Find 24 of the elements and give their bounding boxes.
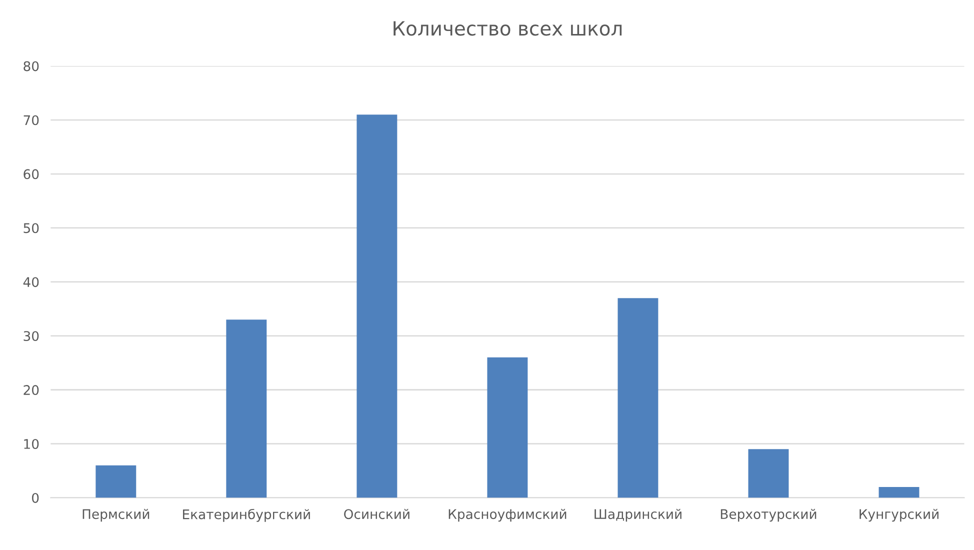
x-tick-label: Кунгурский <box>860 508 938 522</box>
chart-title: Количество всех школ <box>394 21 622 36</box>
y-tick-label: 20 <box>24 385 39 396</box>
bar <box>748 449 789 498</box>
bar <box>487 357 528 498</box>
y-tick-label: 60 <box>24 169 39 180</box>
y-tick-label: 40 <box>23 277 39 288</box>
y-tick-label: 50 <box>24 223 39 234</box>
y-tick-label: 10 <box>24 439 39 449</box>
x-tick-label: Шадринский <box>594 508 682 522</box>
y-tick-label: 80 <box>24 61 39 72</box>
y-tick-label: 0 <box>32 492 39 503</box>
x-tick-label: Пермский <box>82 508 150 522</box>
bar <box>356 114 398 498</box>
bar <box>878 486 920 498</box>
x-tick-label: Красноуфимский <box>448 508 566 522</box>
bar <box>618 298 658 498</box>
x-tick-label: Осинский <box>344 508 410 520</box>
bar <box>96 465 136 498</box>
y-tick-label: 70 <box>24 115 39 126</box>
x-tick-label: Екатеринбургский <box>183 508 310 522</box>
y-tick-label: 30 <box>24 331 39 342</box>
x-tick-label: Верхотурский <box>720 508 816 522</box>
bar <box>226 320 267 498</box>
